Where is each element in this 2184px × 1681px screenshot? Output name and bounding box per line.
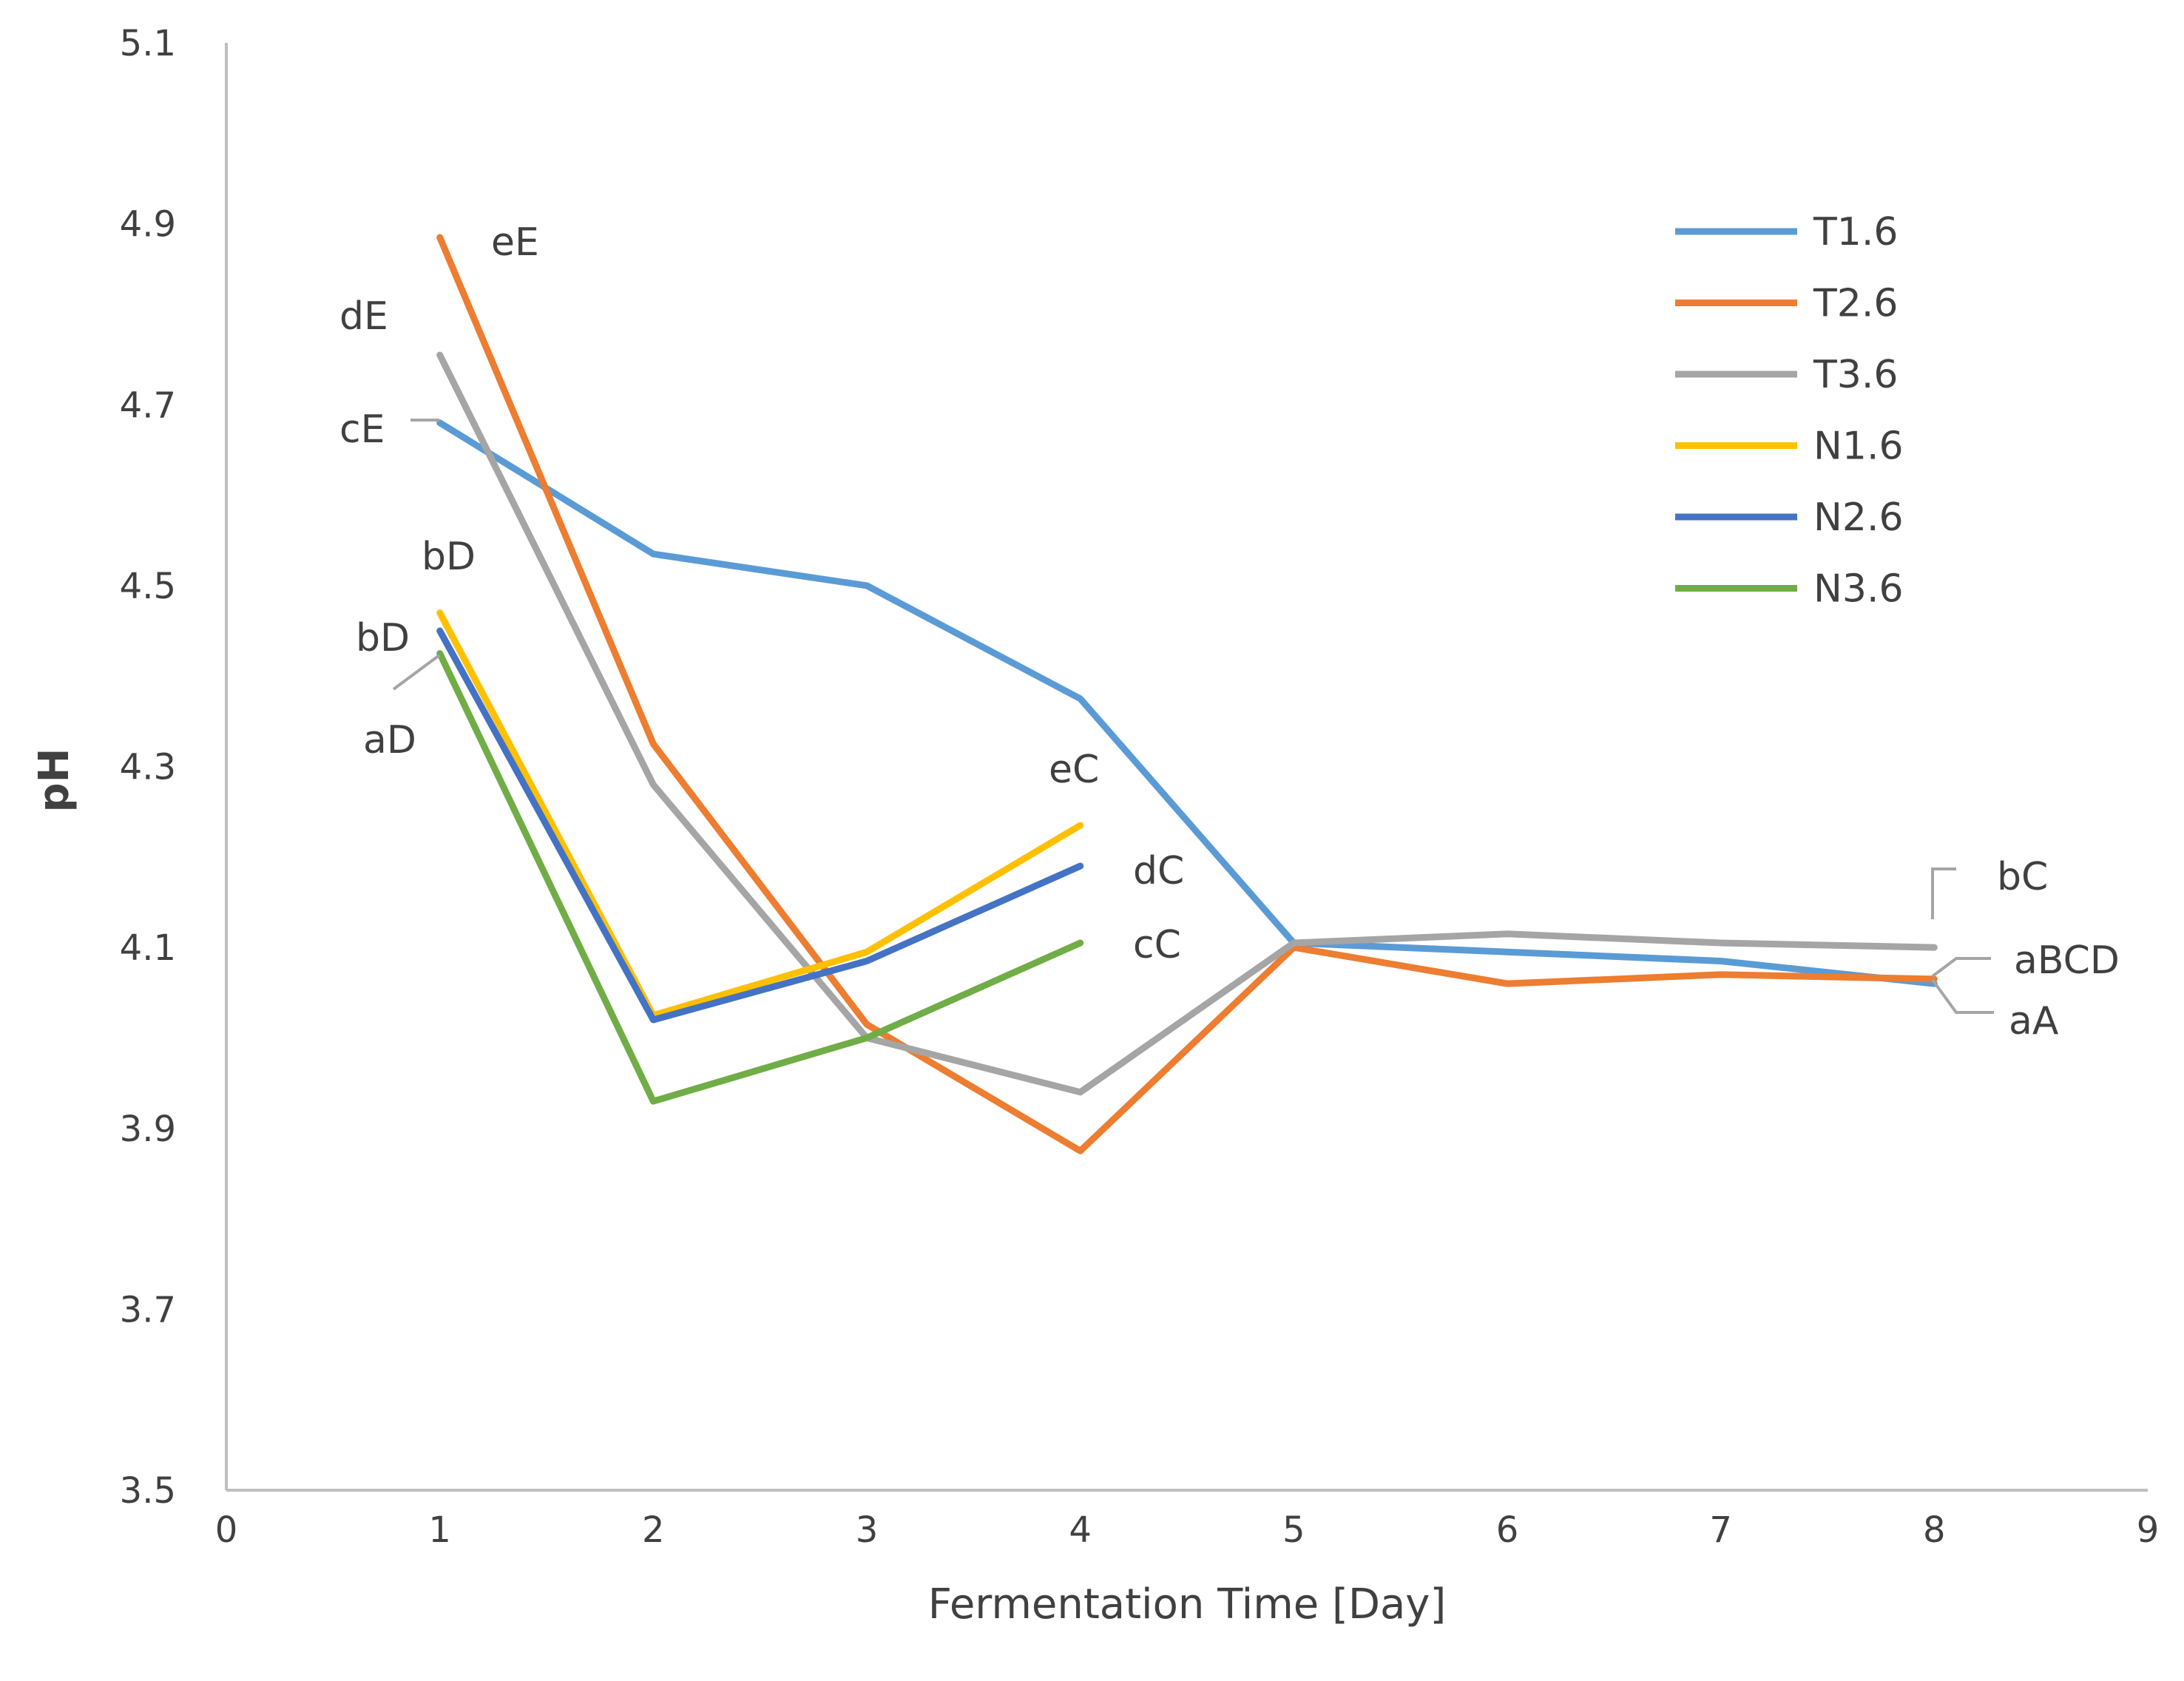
- x-tick-label: 7: [1709, 1509, 1732, 1551]
- annotation-label: eE: [491, 220, 539, 265]
- annotation-label: aA: [2009, 999, 2059, 1044]
- x-tick-label: 8: [1923, 1509, 1946, 1551]
- x-tick-label: 6: [1496, 1509, 1519, 1551]
- significance-annotations: eE dE cE bD bD aD eC dC cC bC aBCD aA: [339, 220, 2120, 1044]
- callout-leader-line: [1931, 978, 1994, 1014]
- y-tick-label: 4.1: [120, 927, 176, 969]
- x-axis-title: Fermentation Time [Day]: [928, 1580, 1447, 1628]
- y-tick-label: 4.7: [120, 385, 176, 426]
- y-tick-label: 3.9: [120, 1109, 176, 1150]
- annotation-label: cE: [339, 407, 385, 452]
- annotation-label: bC: [1997, 855, 2048, 899]
- annotation-label: bD: [356, 616, 410, 660]
- plot-axes: [225, 43, 2148, 1492]
- annotation-label: dE: [339, 294, 388, 339]
- annotation-label: aD: [363, 718, 416, 762]
- series-line-n1-6: [436, 609, 1084, 1019]
- x-tick-label: 0: [215, 1509, 238, 1551]
- y-tick-label: 3.5: [120, 1470, 176, 1512]
- legend: T1.6 T2.6 T3.6 N1.6 N2.6 N3.6: [1675, 210, 1904, 612]
- y-tick-label: 4.3: [120, 747, 176, 788]
- annotation-leader-lines: [392, 419, 1994, 1014]
- x-tick-label: 5: [1282, 1509, 1305, 1551]
- annotation-label: eC: [1049, 748, 1099, 792]
- series-line-t3-6: [436, 351, 1938, 1096]
- callout-leader-line: [392, 654, 441, 691]
- x-tick-label: 4: [1069, 1509, 1092, 1551]
- x-tick-label: 2: [642, 1509, 665, 1551]
- series-line-n2-6: [436, 627, 1084, 1024]
- legend-label: N3.6: [1813, 567, 1904, 612]
- y-tick-labels: 3.5 3.7 3.9 4.1 4.3 4.5 4.7 4.9 5.1: [120, 23, 176, 1512]
- series-lines: [436, 234, 1938, 1154]
- x-tick-label: 1: [428, 1509, 451, 1551]
- annotation-label: aBCD: [2014, 938, 2120, 983]
- legend-label: T2.6: [1813, 282, 1898, 326]
- x-tick-label: 3: [856, 1509, 879, 1551]
- annotation-label: dC: [1133, 849, 1184, 893]
- x-tick-labels: 0 1 2 3 4 5 6 7 8 9: [215, 1509, 2160, 1551]
- y-tick-label: 3.7: [120, 1289, 176, 1330]
- callout-leader-line: [1931, 867, 1956, 919]
- series-line-t1-6: [436, 419, 1938, 987]
- legend-label: T3.6: [1813, 353, 1898, 397]
- annotation-label: cC: [1133, 923, 1181, 967]
- series-line-n3-6: [436, 650, 1084, 1105]
- y-tick-label: 5.1: [120, 23, 176, 64]
- y-tick-label: 4.5: [120, 566, 176, 607]
- callout-leader-line: [1931, 957, 1991, 978]
- x-tick-label: 9: [2137, 1509, 2160, 1551]
- legend-label: N2.6: [1813, 495, 1904, 540]
- legend-label: N1.6: [1813, 425, 1904, 469]
- series-line-t2-6: [436, 234, 1938, 1154]
- y-tick-label: 4.9: [120, 204, 176, 246]
- annotation-label: bD: [422, 535, 476, 579]
- y-axis-title: pH: [30, 748, 78, 813]
- legend-label: T1.6: [1813, 210, 1898, 254]
